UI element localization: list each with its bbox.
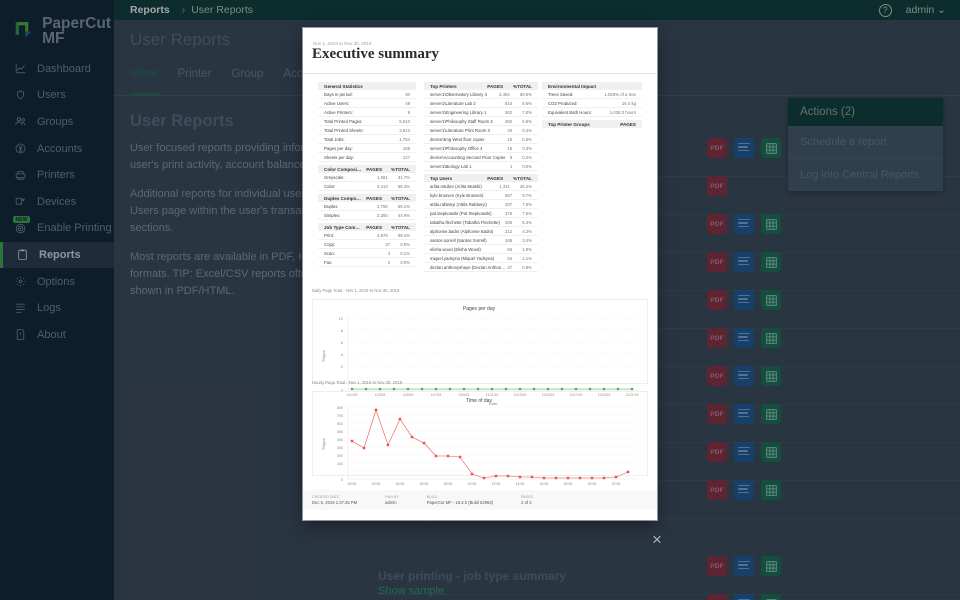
svg-text:08:00: 08:00	[444, 482, 453, 486]
svg-text:10:00: 10:00	[468, 482, 477, 486]
svg-text:Pages per day: Pages per day	[463, 306, 496, 312]
svg-text:Pages: Pages	[321, 438, 326, 449]
svg-text:4: 4	[341, 352, 344, 357]
svg-text:06:00: 06:00	[420, 482, 429, 486]
svg-text:00:00: 00:00	[348, 482, 357, 486]
svg-text:800: 800	[337, 406, 343, 410]
svg-text:8: 8	[341, 328, 344, 333]
svg-text:14:00: 14:00	[516, 482, 525, 486]
svg-text:10: 10	[339, 316, 344, 321]
svg-text:300: 300	[337, 446, 343, 450]
svg-text:22:00: 22:00	[612, 482, 621, 486]
svg-text:18:00: 18:00	[564, 482, 573, 486]
svg-text:6: 6	[341, 340, 344, 345]
svg-text:12:00: 12:00	[492, 482, 501, 486]
svg-text:200: 200	[337, 454, 343, 458]
svg-text:04:00: 04:00	[396, 482, 405, 486]
svg-text:Time of day: Time of day	[466, 398, 492, 404]
svg-text:20:00: 20:00	[588, 482, 597, 486]
svg-text:16:00: 16:00	[540, 482, 549, 486]
svg-text:500: 500	[337, 430, 343, 434]
svg-text:0: 0	[341, 478, 343, 482]
svg-text:2: 2	[341, 364, 344, 369]
svg-text:400: 400	[337, 438, 343, 442]
svg-text:100: 100	[337, 462, 343, 466]
svg-text:700: 700	[337, 414, 343, 418]
svg-text:02:00: 02:00	[372, 482, 381, 486]
svg-text:Pages: Pages	[321, 350, 326, 361]
svg-text:600: 600	[337, 422, 343, 426]
